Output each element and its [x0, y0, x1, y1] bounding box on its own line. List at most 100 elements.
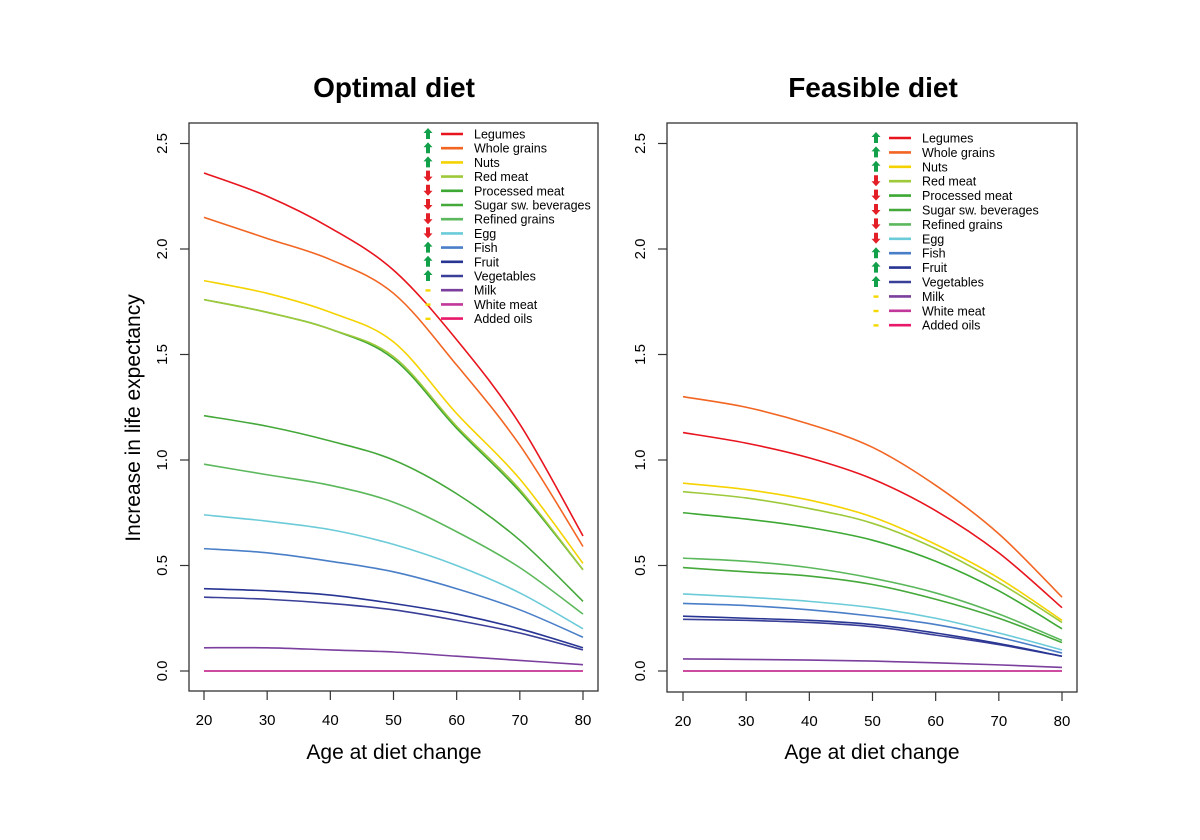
series-line-nuts	[682, 482, 1063, 622]
down-arrow-icon	[423, 213, 433, 225]
y-tick-label: 1.0	[632, 450, 649, 471]
series-line-vegetables	[203, 596, 584, 651]
y-axis-label: Increase in life expectancy	[122, 294, 145, 542]
y-tick-label: 2.5	[154, 133, 171, 154]
legend-item: Added oils	[873, 319, 980, 333]
x-tick-label: 50	[864, 713, 881, 730]
y-tick-label: 0.5	[154, 555, 171, 576]
legend-label: Whole grains	[474, 142, 547, 156]
legend-item: Egg	[871, 232, 944, 246]
series-line-refined-grains	[203, 463, 584, 615]
legend-item: Milk	[425, 284, 497, 298]
down-arrow-icon	[423, 227, 433, 239]
legend-item: Vegetables	[423, 270, 536, 284]
y-tick-label: 2.0	[632, 239, 649, 260]
legend-label: Added oils	[922, 319, 980, 333]
legend-item: Processed meat	[871, 189, 1013, 203]
series-line-fruit	[203, 587, 584, 649]
down-arrow-icon	[423, 170, 433, 182]
legend-label: Refined grains	[922, 218, 1003, 232]
legend-label: Sugar sw. beverages	[922, 204, 1039, 218]
legend-label: Sugar sw. beverages	[474, 199, 591, 213]
legend-item: Fish	[423, 241, 498, 255]
x-axis-label: Age at diet change	[784, 741, 959, 764]
down-arrow-icon	[871, 204, 881, 215]
y-tick-label: 0.0	[632, 661, 649, 682]
down-arrow-icon	[423, 184, 433, 196]
up-arrow-icon	[423, 270, 433, 281]
x-tick-label: 60	[448, 712, 465, 729]
x-tick-label: 30	[738, 713, 755, 730]
up-arrow-icon	[871, 160, 881, 172]
legend-item: Egg	[423, 227, 496, 241]
series-line-fish	[682, 602, 1063, 654]
up-arrow-icon	[871, 146, 881, 158]
series-line-refined-grains	[682, 557, 1063, 642]
y-tick-label: 1.5	[154, 344, 171, 365]
series-line-processed-meat	[682, 511, 1063, 630]
series-line-red-meat	[203, 298, 584, 571]
legend-item: Whole grains	[423, 142, 547, 156]
legend-label: Red meat	[922, 175, 977, 189]
up-arrow-icon	[423, 156, 433, 168]
up-arrow-icon	[423, 241, 433, 253]
x-tick-label: 80	[1054, 713, 1071, 730]
up-arrow-icon	[871, 247, 881, 259]
series-line-fruit	[682, 615, 1063, 658]
legend-item: Nuts	[423, 156, 500, 170]
legend-label: Legumes	[922, 132, 973, 146]
series-line-milk	[682, 658, 1063, 669]
panel-optimal-diet: Optimal diet Age at diet change Increase…	[122, 72, 599, 764]
series-line-fish	[203, 547, 584, 638]
y-tick-label: 2.0	[154, 239, 171, 260]
legend-label: Fruit	[922, 261, 948, 275]
series-line-nuts	[203, 279, 584, 564]
up-arrow-icon	[423, 255, 433, 267]
legend-item: Vegetables	[871, 276, 984, 290]
dash-icon	[873, 295, 879, 298]
up-arrow-icon	[871, 261, 881, 273]
x-tick-label: 70	[990, 713, 1007, 730]
legend-label: Milk	[474, 284, 497, 298]
legend-item: Processed meat	[423, 184, 565, 198]
up-arrow-icon	[871, 276, 881, 287]
dash-icon	[873, 309, 879, 313]
down-arrow-icon	[871, 175, 881, 187]
x-tick-label: 40	[801, 713, 818, 730]
chart-title: Optimal diet	[313, 72, 475, 103]
y-tick-label: 2.5	[632, 133, 649, 154]
series-line-whole-grains	[682, 395, 1063, 598]
x-tick-label: 20	[196, 712, 213, 729]
y-tick-label: 1.0	[154, 450, 171, 471]
legend-label: Vegetables	[474, 270, 536, 284]
legend-item: Red meat	[423, 170, 529, 184]
legend-item: Nuts	[871, 160, 948, 174]
series-line-egg	[203, 514, 584, 630]
legend-item: Fruit	[871, 261, 948, 275]
down-arrow-icon	[871, 232, 881, 244]
legend-item: White meat	[425, 298, 538, 312]
series-line-whole-grains	[203, 216, 584, 547]
chart-title: Feasible diet	[788, 72, 958, 103]
legend-item: Sugar sw. beverages	[871, 204, 1039, 218]
dash-icon	[425, 303, 431, 306]
series-line-sugar-sw-beverages	[203, 414, 584, 602]
legend-item: Fish	[871, 247, 946, 261]
legend-label: Nuts	[922, 160, 948, 174]
dash-icon	[873, 324, 879, 327]
y-tick-label: 0.0	[154, 661, 171, 682]
legend-label: Processed meat	[474, 184, 565, 198]
legend-item: Whole grains	[871, 146, 995, 160]
legend-label: Fruit	[474, 255, 500, 269]
series-line-vegetables	[682, 618, 1063, 658]
series-line-legumes	[682, 431, 1063, 609]
legend-label: Legumes	[474, 128, 525, 142]
y-tick-label: 1.5	[632, 344, 649, 365]
legend-label: Nuts	[474, 156, 500, 170]
x-tick-label: 30	[259, 712, 276, 729]
x-tick-label: 60	[927, 713, 944, 730]
down-arrow-icon	[423, 199, 433, 210]
x-tick-label: 50	[385, 712, 402, 729]
